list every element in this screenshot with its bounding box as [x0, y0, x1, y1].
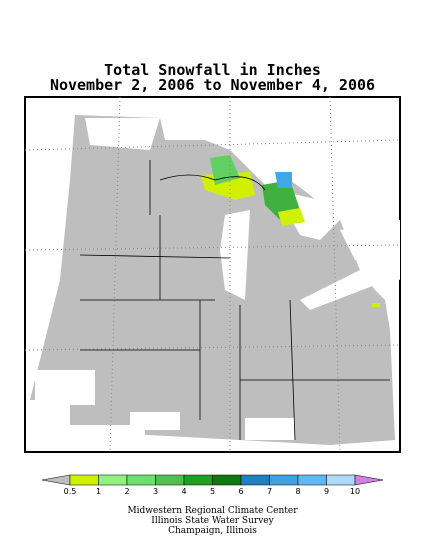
legend-tick-label: 6 [238, 487, 243, 496]
credit: Illinois State Water Survey [151, 516, 274, 526]
legend-tick-label: 10 [350, 487, 360, 496]
credit: Midwestern Regional Climate Center [127, 506, 298, 516]
legend-swatch [69, 474, 99, 486]
legend-tick-label: 7 [267, 487, 272, 496]
ontario-area [340, 220, 400, 280]
legend-tick-label: 8 [295, 487, 300, 496]
legend-tick-label: 9 [324, 487, 329, 496]
title: November 2, 2006 to November 4, 2006 [49, 76, 376, 94]
legend-tick-label: 4 [181, 487, 186, 496]
snow-patch [200, 172, 255, 200]
legend-swatch [98, 474, 128, 486]
boundaries [79, 160, 390, 441]
legend-tick-label: 1 [96, 487, 101, 496]
legend-under [41, 474, 71, 486]
lake-michigan [220, 210, 250, 300]
snow-patch [210, 155, 240, 185]
state-lines [79, 160, 390, 441]
no-data-block [35, 370, 95, 405]
legend-tick-label: 3 [153, 487, 158, 496]
legend-swatch [155, 474, 185, 486]
snow-patch [275, 172, 292, 188]
snow [200, 155, 380, 307]
no-data [30, 118, 400, 450]
no-data-block [30, 400, 70, 440]
snow-patch [372, 303, 380, 307]
legend-tick-label: 5 [210, 487, 215, 496]
legend-swatch [240, 474, 270, 486]
lake-superior-area [85, 118, 160, 150]
legend-swatch [269, 474, 299, 486]
legend-swatch [326, 474, 356, 486]
legend-tick-label: 0.5 [64, 487, 77, 496]
legend-tick-label: 2 [124, 487, 129, 496]
lake-erie [300, 270, 375, 310]
legend: 0.5 1 2 3 4 5 6 7 8 9 10 [41, 474, 384, 496]
legend-over [354, 474, 384, 486]
title: Total Snowfall in Inches [104, 61, 321, 79]
legend-swatch [126, 474, 156, 486]
graticule [24, 96, 401, 453]
legend-swatch [297, 474, 327, 486]
no-data-block [245, 418, 295, 440]
no-data-block [130, 412, 180, 430]
shoreline [159, 174, 266, 191]
legend-swatch [212, 474, 242, 486]
legend-swatch [183, 474, 213, 486]
snow-patch [278, 208, 305, 226]
credit: Champaign, Illinois [168, 526, 257, 536]
